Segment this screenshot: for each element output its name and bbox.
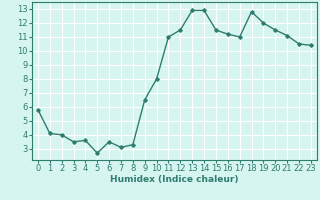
X-axis label: Humidex (Indice chaleur): Humidex (Indice chaleur) bbox=[110, 175, 239, 184]
